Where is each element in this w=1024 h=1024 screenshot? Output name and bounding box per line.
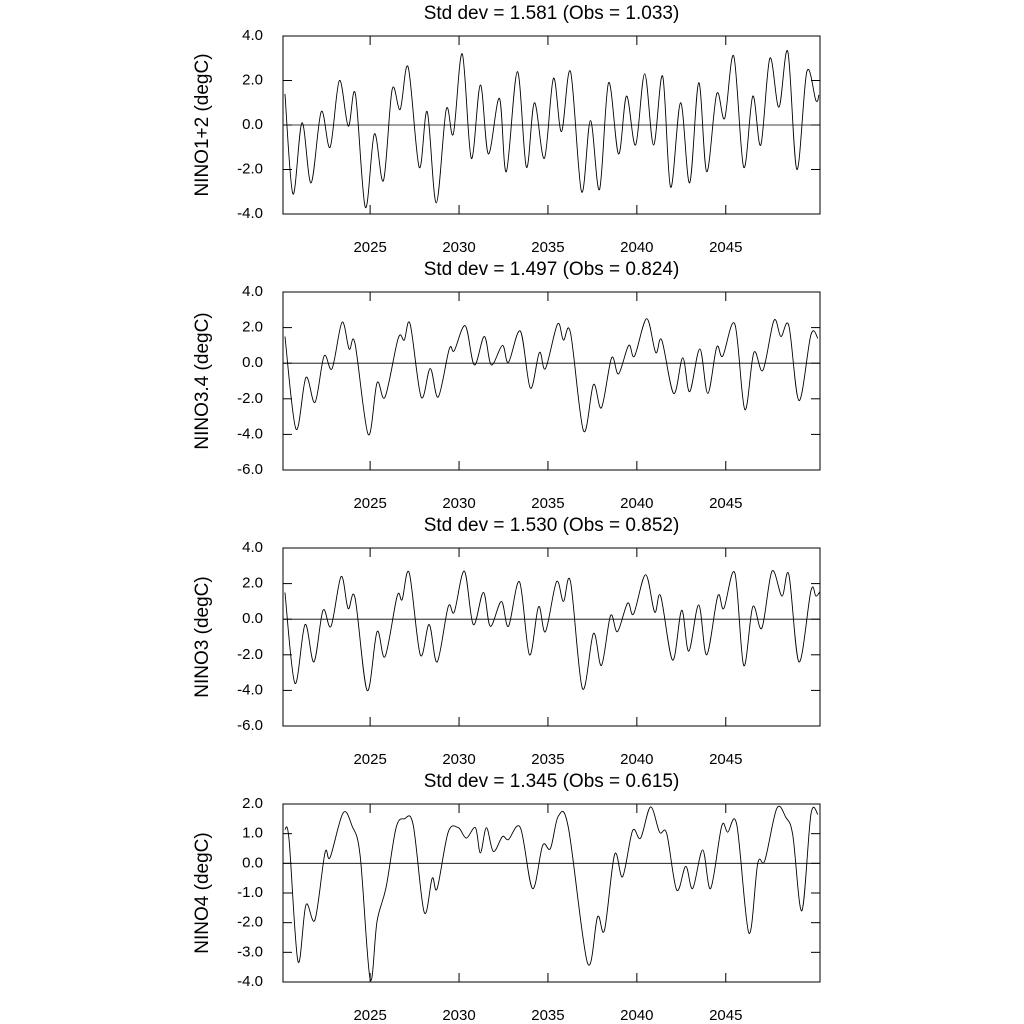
x-tick-label: 2035 [531,1007,564,1024]
x-tick-label: 2025 [353,495,386,512]
chart-title: Std dev = 1.345 (Obs = 0.615) [424,771,680,792]
x-tick-label: 2035 [531,751,564,768]
x-tick-label: 2025 [353,239,386,256]
y-tick-label: -4.0 [237,681,263,698]
x-tick-label: 2040 [620,1007,653,1024]
chart-title: Std dev = 1.530 (Obs = 0.852) [424,515,680,536]
chart-title: Std dev = 1.581 (Obs = 1.033) [424,3,680,24]
y-tick-label: 4.0 [242,283,263,300]
x-tick-label: 2040 [620,751,653,768]
y-tick-label: 4.0 [242,27,263,44]
y-tick-label: 4.0 [242,539,263,556]
y-tick-label: 1.0 [242,825,263,842]
series-line [284,570,821,691]
y-axis-label: NINO3.4 (degC) [192,312,213,449]
y-axis-label: NINO3 (degC) [192,576,213,697]
y-tick-label: -1.0 [237,884,263,901]
y-tick-label: -3.0 [237,943,263,960]
x-tick-label: 2030 [442,495,475,512]
x-tick-label: 2025 [353,751,386,768]
series-line [284,805,819,981]
y-tick-label: -2.0 [237,646,263,663]
x-tick-label: 2025 [353,1007,386,1024]
x-tick-label: 2030 [442,751,475,768]
y-tick-label: 0.0 [242,854,263,871]
x-tick-label: 2035 [531,239,564,256]
y-tick-label: -2.0 [237,914,263,931]
y-tick-label: 0.0 [242,610,263,627]
y-tick-label: -6.0 [237,717,263,734]
y-tick-label: 2.0 [242,795,263,812]
y-tick-label: -4.0 [237,973,263,990]
y-tick-label: -4.0 [237,205,263,222]
series-line [284,50,820,208]
x-tick-label: 2035 [531,495,564,512]
y-tick-label: 0.0 [242,354,263,371]
y-tick-label: 2.0 [242,575,263,592]
y-axis-label: NINO1+2 (degC) [192,53,213,196]
series-line [284,318,819,436]
y-axis-label: NINO4 (degC) [192,832,213,953]
y-tick-label: 2.0 [242,319,263,336]
x-tick-label: 2045 [709,239,742,256]
y-tick-label: 0.0 [242,116,263,133]
x-tick-label: 2040 [620,495,653,512]
plot-frame [282,291,821,471]
x-tick-label: 2045 [709,1007,742,1024]
x-tick-label: 2045 [709,751,742,768]
plot-frame [282,547,821,727]
x-tick-label: 2045 [709,495,742,512]
y-tick-label: -6.0 [237,461,263,478]
x-tick-label: 2030 [442,1007,475,1024]
y-tick-label: 2.0 [242,71,263,88]
chart-title: Std dev = 1.497 (Obs = 0.824) [424,259,680,280]
y-tick-label: -2.0 [237,390,263,407]
x-tick-label: 2030 [442,239,475,256]
y-tick-label: -4.0 [237,425,263,442]
x-tick-label: 2040 [620,239,653,256]
y-tick-label: -2.0 [237,160,263,177]
